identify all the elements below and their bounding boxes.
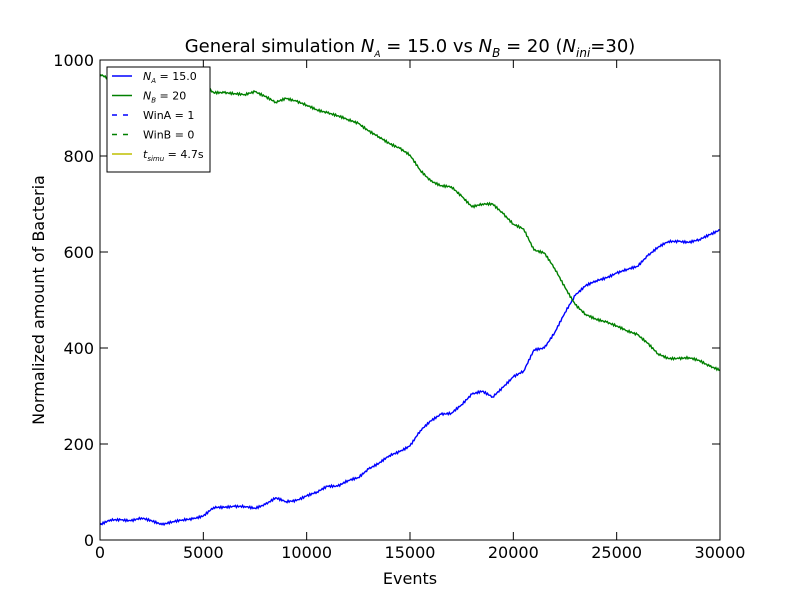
y-tick-label: 800 bbox=[63, 147, 94, 166]
legend-entry-label: NB = 20 bbox=[143, 90, 186, 105]
y-axis-ticks: 0 200 400 600 800 1000 bbox=[53, 51, 720, 550]
y-tick-label: 600 bbox=[63, 243, 94, 262]
x-axis-label: Events bbox=[383, 569, 437, 588]
x-axis-ticks: 0 5000 10000 15000 20000 25000 30000 bbox=[95, 60, 746, 562]
x-tick-label: 15000 bbox=[385, 543, 436, 562]
x-tick-label: 0 bbox=[95, 543, 105, 562]
chart-title: General simulation NA = 15.0 vs NB = 20 … bbox=[185, 36, 636, 60]
plot-frame bbox=[99, 59, 721, 541]
legend-entry-label: WinB = 0 bbox=[143, 129, 194, 142]
x-tick-label: 5000 bbox=[183, 543, 224, 562]
legend: NA = 15.0 NB = 20 WinA = 1 WinB = 0 tsimu = … bbox=[106, 66, 211, 173]
y-tick-label: 400 bbox=[63, 339, 94, 358]
y-axis-label: Normalized amount of Bacteria bbox=[29, 175, 48, 425]
legend-entry-label: WinA = 1 bbox=[143, 109, 194, 122]
x-tick-label: 30000 bbox=[695, 543, 746, 562]
series-line-1 bbox=[99, 229, 721, 527]
y-tick-label: 0 bbox=[84, 531, 94, 550]
x-tick-label: 20000 bbox=[488, 543, 539, 562]
legend-entry-label: tsimu = 4.7s bbox=[143, 148, 204, 163]
y-tick-label: 200 bbox=[63, 435, 94, 454]
legend-entry-label: NA = 15.0 bbox=[143, 70, 197, 85]
x-tick-label: 25000 bbox=[591, 543, 642, 562]
y-tick-label: 1000 bbox=[53, 51, 94, 70]
x-tick-label: 10000 bbox=[281, 543, 332, 562]
